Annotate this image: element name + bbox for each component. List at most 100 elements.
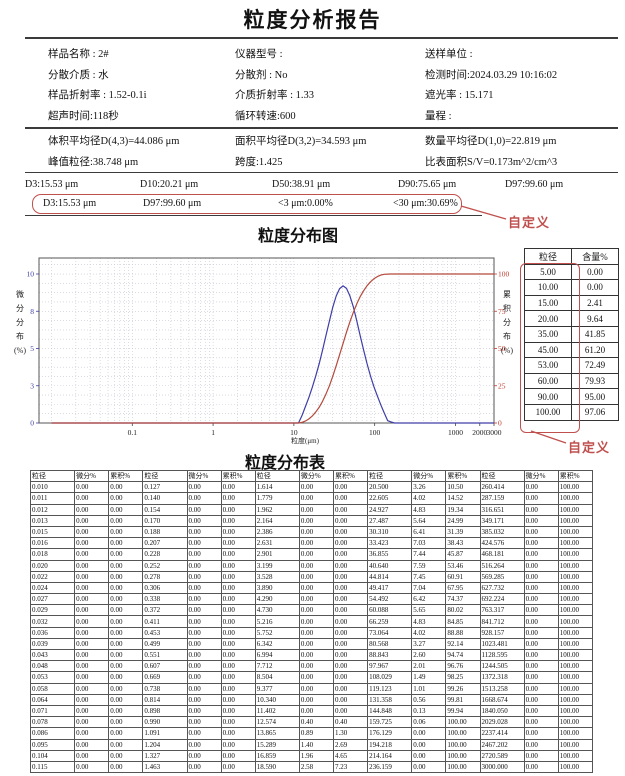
table-cell: 0.00	[186, 682, 222, 695]
table-cell: 119.123	[367, 682, 413, 695]
table-cell: 0.036	[29, 626, 76, 639]
table-cell: 0.00	[108, 548, 144, 561]
table-cell: 1.40	[298, 738, 335, 751]
table-cell: 36.855	[367, 548, 413, 561]
summary-field: 数量平均径D(1,0)=22.819 μm	[425, 136, 557, 147]
d-value: D97:99.60 μm	[505, 179, 564, 190]
table-cell: 0.00	[74, 760, 110, 774]
table-cell: 0.00	[220, 615, 256, 628]
table-cell: 0.00	[74, 682, 110, 695]
particle-distribution-chart: 0.1 1 10 100 1000 2000 3000粒度(μm)0358100255075…	[14, 257, 513, 445]
table-cell: 236.159	[367, 760, 413, 774]
table-cell: 100.00	[445, 727, 481, 740]
table-cell: 100.00	[557, 660, 594, 673]
table-cell: 45.87	[445, 548, 481, 561]
table-row: 0.048 0.00 0.00 0.607 0.00 0.00 7.712 0.00 0.00 9…	[29, 660, 594, 673]
table-cell: 0.00	[220, 525, 256, 539]
svg-text:3: 3	[30, 381, 34, 390]
table-cell: 0.00	[523, 637, 559, 651]
table-cell: 0.00	[186, 760, 222, 774]
table-cell: 80.02	[445, 604, 481, 617]
table-cell: 0.00	[523, 481, 559, 494]
table-row: 0.018 0.00 0.00 0.228 0.00 0.00 2.901 0.00 0.00 3…	[29, 548, 594, 561]
table-cell: 0.00	[108, 559, 144, 572]
annotation-line-2	[530, 430, 567, 444]
table-cell: 0.00	[186, 604, 222, 617]
custom-d-value: D3:15.53 μm	[43, 198, 97, 209]
table-cell: 0.00	[108, 481, 144, 494]
table-cell: 0.00	[333, 626, 369, 639]
table-cell: 0.00	[333, 514, 369, 527]
table-cell: 6.42	[411, 593, 447, 606]
table-cell: 0.00	[220, 648, 256, 662]
table-cell: 100.00	[557, 514, 594, 527]
table-cell: 0.00	[186, 481, 222, 494]
table-header-cell: 累积%	[445, 469, 481, 483]
table-cell: 0.00	[298, 637, 335, 651]
table-cell: 0.00	[186, 727, 222, 740]
table-cell: 0.00	[298, 537, 335, 550]
table-cell: 100.00	[557, 492, 594, 505]
table-cell: 1.091	[142, 727, 188, 740]
svg-text:积: 积	[503, 303, 511, 313]
table-cell: 0.00	[220, 559, 256, 572]
table-cell: 0.40	[333, 716, 369, 729]
table-cell: 0.00	[523, 760, 559, 774]
table-header-cell: 累积%	[333, 469, 369, 483]
chart-title: 粒度分布图	[257, 228, 338, 245]
table-header-cell: 粒径	[367, 469, 413, 483]
table-cell: 468.181	[479, 548, 525, 561]
table-cell: 84.85	[445, 615, 481, 628]
table-cell: 144.848	[367, 704, 413, 718]
svg-text:0: 0	[30, 419, 34, 428]
table-cell: 6.41	[411, 525, 447, 539]
table-cell: 0.00	[333, 570, 369, 583]
svg-text:0.1: 0.1	[128, 428, 138, 437]
table-cell: 0.00	[523, 593, 559, 606]
table-cell: 1.463	[142, 760, 188, 774]
table-cell: 1023.481	[479, 637, 525, 651]
dist-table-title: 粒度分布表	[244, 455, 325, 472]
table-cell: 2.901	[254, 548, 300, 561]
table-cell: 100.00	[557, 481, 594, 494]
table-cell: 100.00	[557, 671, 594, 684]
table-cell: 0.039	[29, 637, 76, 651]
svg-text:5: 5	[30, 344, 34, 353]
table-cell: 0.00	[523, 570, 559, 583]
table-row: 5.00 0.00	[524, 263, 619, 281]
table-cell: 66.259	[367, 615, 413, 628]
table-cell: 0.170	[142, 514, 188, 527]
table-row: 0.053 0.00 0.00 0.669 0.00 0.00 8.504 0.00 0.00 1…	[29, 671, 594, 684]
table-cell: 88.88	[445, 626, 481, 639]
table-cell: 0.011	[29, 492, 76, 505]
table-cell: 0.00	[298, 559, 335, 572]
table-cell: 0.00	[108, 626, 144, 639]
table-cell: 96.76	[445, 660, 481, 673]
table-row: 0.064 0.00 0.00 0.814 0.00 0.00 10.340 0.00 0.00…	[29, 693, 594, 706]
report-title: 粒度分析报告	[243, 8, 382, 32]
table-cell: 0.00	[108, 537, 144, 550]
table-cell: 79.93	[571, 372, 619, 390]
table-cell: 0.00	[186, 671, 222, 684]
table-cell: 0.00	[108, 525, 144, 539]
table-cell: 0.00	[108, 492, 144, 505]
table-cell: 6.342	[254, 637, 300, 651]
table-cell: 10.340	[254, 693, 300, 706]
table-cell: 0.00	[74, 537, 110, 550]
table-cell: 349.171	[479, 514, 525, 527]
table-cell: 4.730	[254, 604, 300, 617]
info-field: 仪器型号 :	[235, 49, 283, 60]
table-cell: 12.574	[254, 716, 300, 729]
table-cell: 0.127	[142, 481, 188, 494]
table-cell: 100.00	[557, 570, 594, 583]
info-field: 分散介质 : 水	[48, 69, 109, 81]
info-field: 超声时间:118秒	[48, 110, 119, 122]
table-cell: 0.00	[333, 615, 369, 628]
table-cell: 9.64	[571, 310, 619, 327]
table-cell: 0.00	[523, 693, 559, 706]
table-cell: 0.00	[298, 660, 335, 673]
table-cell: 0.00	[220, 570, 256, 583]
table-cell: 0.00	[523, 559, 559, 572]
info-field: 介质折射率 : 1.33	[235, 90, 315, 101]
